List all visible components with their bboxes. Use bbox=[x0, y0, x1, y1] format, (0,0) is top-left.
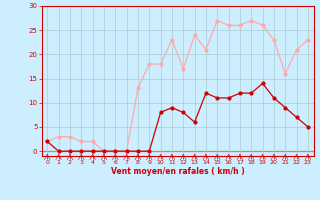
X-axis label: Vent moyen/en rafales ( km/h ): Vent moyen/en rafales ( km/h ) bbox=[111, 167, 244, 176]
